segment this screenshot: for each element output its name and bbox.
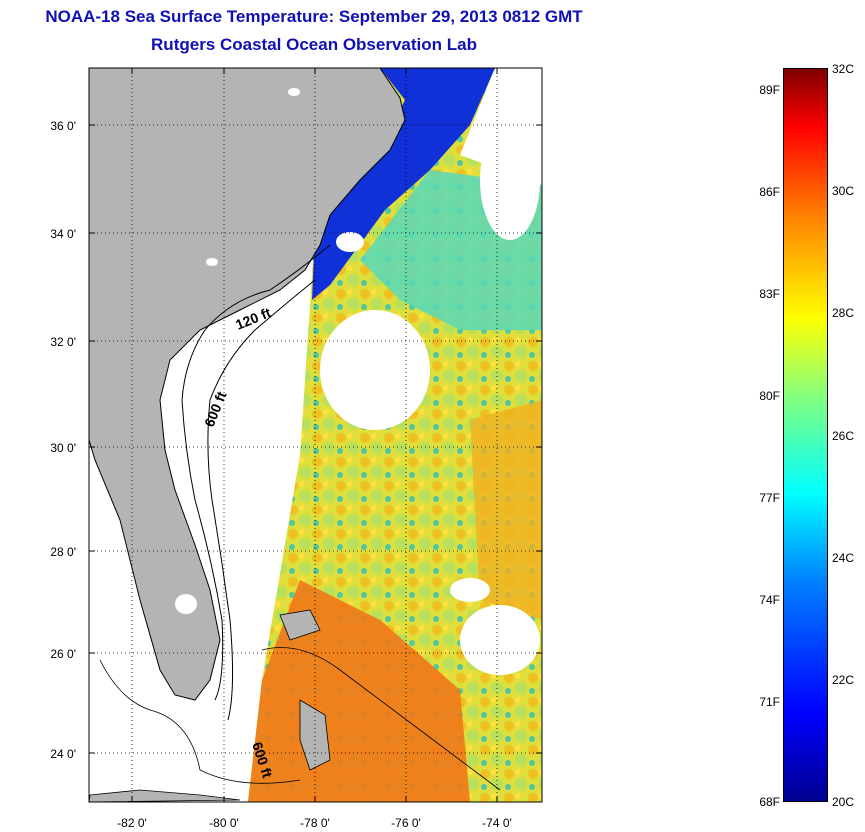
lon-tick-label: -82 0' [117, 816, 147, 830]
island [299, 699, 331, 771]
map-frame [88, 67, 543, 803]
colorbar-f-label: 77F [759, 491, 780, 505]
warm-water-east [470, 400, 542, 620]
colorbar-f-label: 71F [759, 695, 780, 709]
colorbar-f-label: 80F [759, 389, 780, 403]
cloud-gap [336, 232, 364, 252]
cloud-gap [480, 120, 540, 240]
colorbar-f-label: 89F [759, 83, 780, 97]
chart-subtitle: Rutgers Coastal Ocean Observation Lab [151, 35, 477, 54]
contour-south [99, 659, 301, 784]
chart-title: NOAA-18 Sea Surface Temperature: Septemb… [45, 7, 583, 26]
lat-tick-label: 26 0' [50, 647, 76, 661]
colorbar-c-label: 26C [832, 429, 855, 443]
map-grid [89, 68, 542, 802]
cloud-gap [450, 578, 490, 602]
temperature-colorbar [783, 68, 828, 802]
cloud-gap [320, 310, 430, 430]
lat-tick-label: 28 0' [50, 545, 76, 559]
colorbar-f-label: 86F [759, 185, 780, 199]
map-plot-area [89, 68, 542, 802]
lat-tick-label: 32 0' [50, 335, 76, 349]
lon-tick-label: -74 0' [482, 816, 512, 830]
colorbar-c-label: 22C [832, 673, 855, 687]
lat-tick-label: 24 0' [50, 747, 76, 761]
lon-tick-label: -78 0' [300, 816, 330, 830]
colorbar-c-label: 24C [832, 551, 855, 565]
land-mass [89, 68, 406, 701]
colorbar-f-label: 74F [759, 593, 780, 607]
contour-south [261, 647, 501, 791]
island [279, 609, 321, 641]
colorbar-c-label: 20C [832, 795, 855, 809]
lat-tick-label: 34 0' [50, 227, 76, 241]
lake [206, 258, 218, 266]
colorbar-f-label: 83F [759, 287, 780, 301]
lon-tick-label: -80 0' [209, 816, 239, 830]
lake [288, 88, 300, 96]
lat-tick-label: 30 0' [50, 441, 76, 455]
colorbar-c-label: 28C [832, 306, 855, 320]
contour-600ft [207, 279, 316, 721]
colorbar-c-label: 30C [832, 184, 855, 198]
colorbar-c-label: 32C [832, 62, 855, 76]
lat-tick-label: 36 0' [50, 119, 76, 133]
colorbar-f-label: 68F [759, 795, 780, 809]
contour-120ft [181, 244, 331, 701]
cloud-gap [460, 605, 540, 675]
lon-tick-label: -76 0' [391, 816, 421, 830]
lake [175, 594, 197, 614]
